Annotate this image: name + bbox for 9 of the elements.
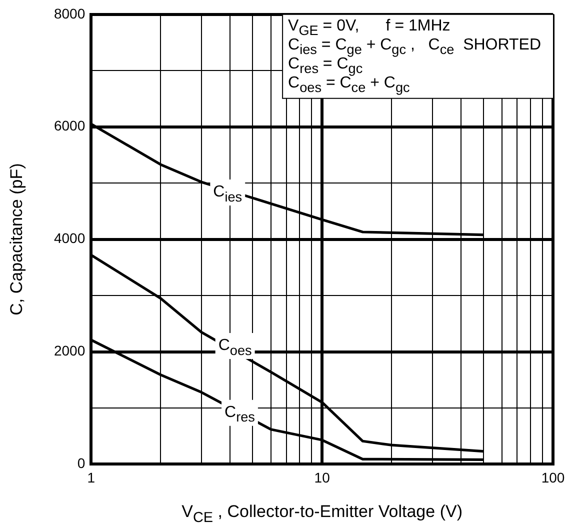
y-tick-label: 4000 bbox=[54, 230, 86, 246]
y-axis-title: C, Capacitance (pF) bbox=[7, 163, 26, 316]
y-tick-label: 8000 bbox=[54, 5, 86, 22]
y-tick-label: 2000 bbox=[54, 342, 86, 359]
x-tick-label: 10 bbox=[314, 469, 330, 486]
x-tick-label: 1 bbox=[87, 469, 96, 486]
y-tick-label: 0 bbox=[77, 455, 86, 472]
x-tick-label: 100 bbox=[541, 469, 565, 486]
y-tick-label: 6000 bbox=[54, 118, 86, 134]
